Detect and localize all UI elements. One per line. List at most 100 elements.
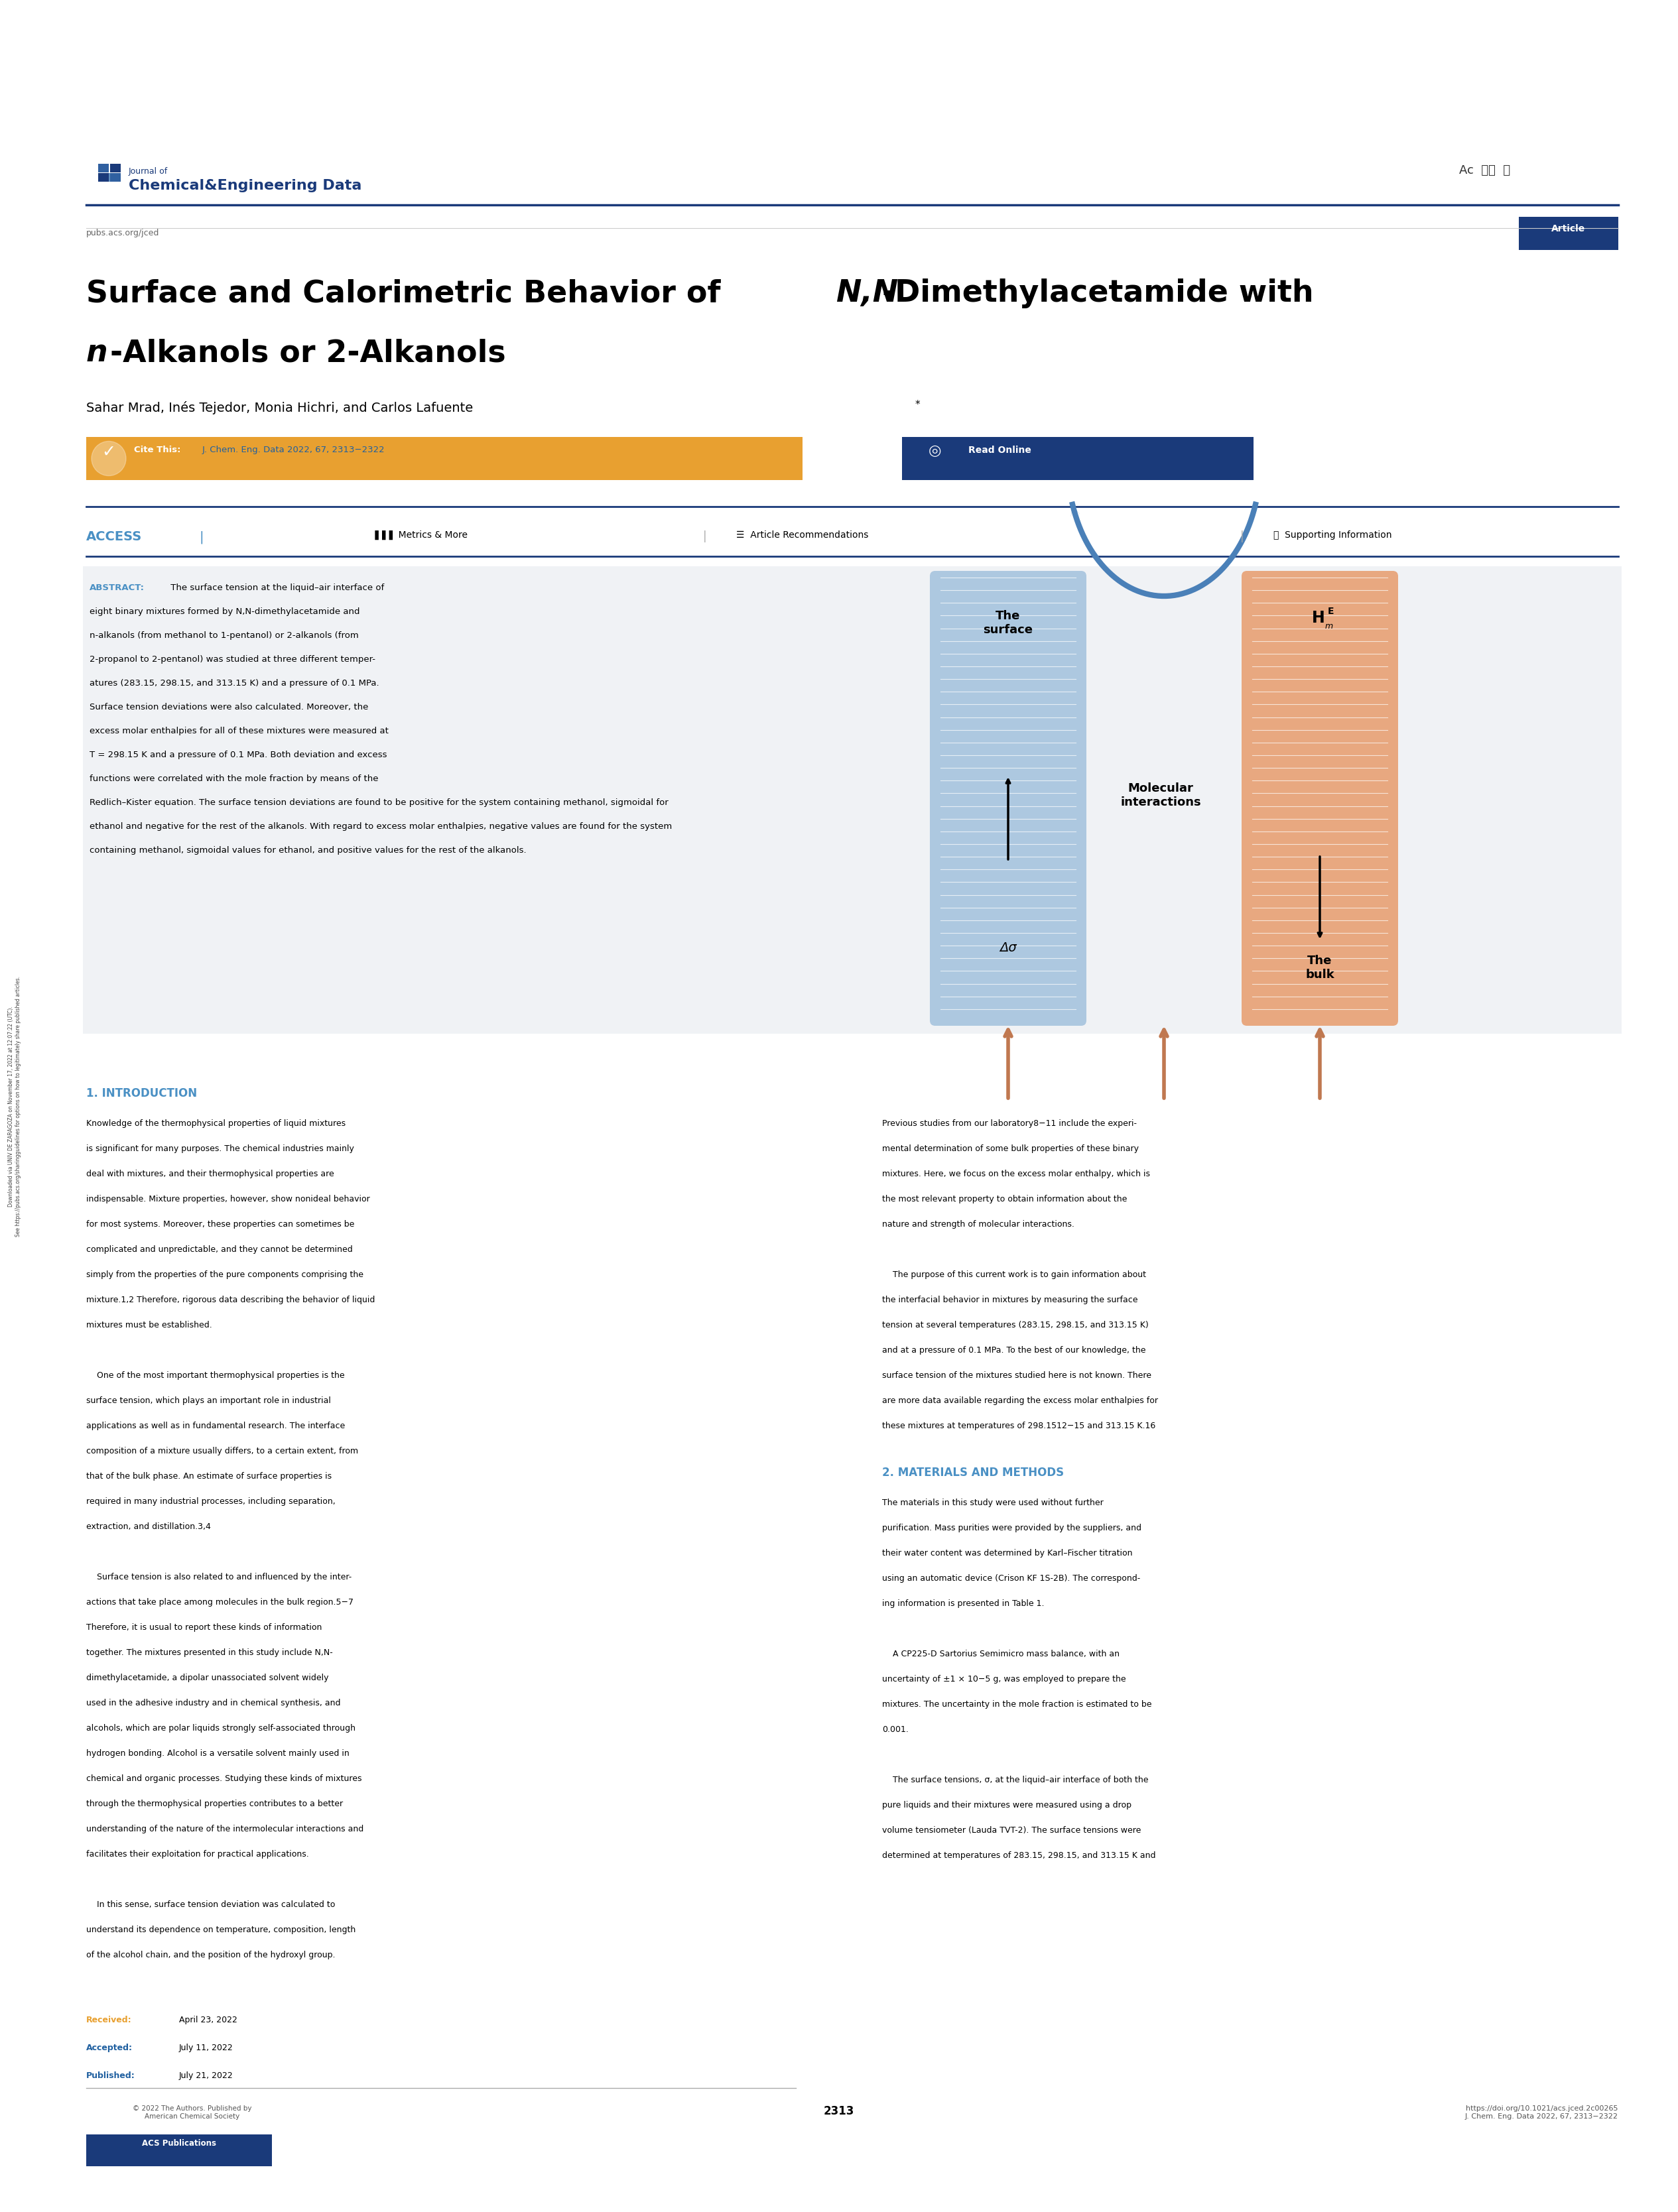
Text: H: H (1312, 611, 1326, 626)
FancyBboxPatch shape (111, 164, 121, 173)
Text: uncertainty of ±1 × 10−5 g, was employed to prepare the: uncertainty of ±1 × 10−5 g, was employed… (883, 1674, 1126, 1683)
Text: n-alkanols (from methanol to 1-pentanol) or 2-alkanols (from: n-alkanols (from methanol to 1-pentanol)… (89, 630, 359, 639)
Text: Therefore, it is usual to report these kinds of information: Therefore, it is usual to report these k… (86, 1624, 322, 1630)
Text: ing information is presented in Table 1.: ing information is presented in Table 1. (883, 1599, 1044, 1608)
Text: indispensable. Mixture properties, however, show nonideal behavior: indispensable. Mixture properties, howev… (86, 1194, 369, 1203)
Text: Previous studies from our laboratory8−11 include the experi-: Previous studies from our laboratory8−11… (883, 1119, 1136, 1128)
Text: alcohols, which are polar liquids strongly self-associated through: alcohols, which are polar liquids strong… (86, 1723, 356, 1732)
Text: Knowledge of the thermophysical properties of liquid mixtures: Knowledge of the thermophysical properti… (86, 1119, 346, 1128)
Text: understanding of the nature of the intermolecular interactions and: understanding of the nature of the inter… (86, 1825, 364, 1834)
Text: © 2022 The Authors. Published by
American Chemical Society: © 2022 The Authors. Published by America… (133, 2104, 252, 2119)
Text: composition of a mixture usually differs, to a certain extent, from: composition of a mixture usually differs… (86, 1447, 357, 1455)
Text: atures (283.15, 298.15, and 313.15 K) and a pressure of 0.1 MPa.: atures (283.15, 298.15, and 313.15 K) an… (89, 679, 379, 688)
Text: -Dimethylacetamide with: -Dimethylacetamide with (883, 279, 1314, 307)
Text: In this sense, surface tension deviation was calculated to: In this sense, surface tension deviation… (86, 1900, 336, 1909)
Text: functions were correlated with the mole fraction by means of the: functions were correlated with the mole … (89, 774, 378, 783)
Text: used in the adhesive industry and in chemical synthesis, and: used in the adhesive industry and in che… (86, 1699, 341, 1708)
Text: Surface tension deviations were also calculated. Moreover, the: Surface tension deviations were also cal… (89, 703, 369, 712)
Text: that of the bulk phase. An estimate of surface properties is: that of the bulk phase. An estimate of s… (86, 1471, 332, 1480)
Text: chemical and organic processes. Studying these kinds of mixtures: chemical and organic processes. Studying… (86, 1774, 362, 1783)
Text: ✓: ✓ (102, 445, 116, 460)
FancyBboxPatch shape (1242, 571, 1398, 1026)
Text: containing methanol, sigmoidal values for ethanol, and positive values for the r: containing methanol, sigmoidal values fo… (89, 845, 527, 854)
Text: Surface and Calorimetric Behavior of: Surface and Calorimetric Behavior of (86, 279, 732, 307)
Text: Read Online: Read Online (968, 445, 1032, 456)
Text: of the alcohol chain, and the position of the hydroxyl group.: of the alcohol chain, and the position o… (86, 1951, 336, 1960)
FancyBboxPatch shape (86, 438, 802, 480)
Text: ACCESS: ACCESS (86, 531, 143, 542)
Text: Downloaded via UNIV DE ZARAGOZA on November 17, 2022 at 12:07:22 (UTC).
See http: Downloaded via UNIV DE ZARAGOZA on Novem… (8, 975, 22, 1237)
Text: mixtures. The uncertainty in the mole fraction is estimated to be: mixtures. The uncertainty in the mole fr… (883, 1699, 1151, 1708)
FancyBboxPatch shape (86, 2135, 272, 2166)
Text: E: E (1327, 606, 1334, 615)
Text: their water content was determined by Karl–Fischer titration: their water content was determined by Ka… (883, 1548, 1133, 1557)
Text: surface tension of the mixtures studied here is not known. There: surface tension of the mixtures studied … (883, 1371, 1151, 1380)
Text: |: | (200, 531, 203, 544)
Text: required in many industrial processes, including separation,: required in many industrial processes, i… (86, 1498, 336, 1506)
Text: T = 298.15 K and a pressure of 0.1 MPa. Both deviation and excess: T = 298.15 K and a pressure of 0.1 MPa. … (89, 750, 388, 759)
Text: for most systems. Moreover, these properties can sometimes be: for most systems. Moreover, these proper… (86, 1219, 354, 1228)
FancyBboxPatch shape (930, 571, 1086, 1026)
Text: and at a pressure of 0.1 MPa. To the best of our knowledge, the: and at a pressure of 0.1 MPa. To the bes… (883, 1345, 1146, 1354)
Text: Surface tension is also related to and influenced by the inter-: Surface tension is also related to and i… (86, 1573, 352, 1582)
Text: The surface tension at the liquid–air interface of: The surface tension at the liquid–air in… (168, 584, 384, 593)
Text: The purpose of this current work is to gain information about: The purpose of this current work is to g… (883, 1270, 1146, 1279)
Text: using an automatic device (Crison KF 1S-2B). The correspond-: using an automatic device (Crison KF 1S-… (883, 1573, 1141, 1582)
Text: ☰  Article Recommendations: ☰ Article Recommendations (737, 531, 869, 540)
Text: 2. MATERIALS AND METHODS: 2. MATERIALS AND METHODS (883, 1467, 1064, 1478)
Text: April 23, 2022: April 23, 2022 (180, 2015, 237, 2024)
Text: actions that take place among molecules in the bulk region.5−7: actions that take place among molecules … (86, 1597, 354, 1606)
Text: extraction, and distillation.3,4: extraction, and distillation.3,4 (86, 1522, 211, 1531)
Text: through the thermophysical properties contributes to a better: through the thermophysical properties co… (86, 1798, 342, 1807)
Text: is significant for many purposes. The chemical industries mainly: is significant for many purposes. The ch… (86, 1144, 354, 1152)
Text: understand its dependence on temperature, composition, length: understand its dependence on temperature… (86, 1924, 356, 1933)
Text: July 21, 2022: July 21, 2022 (180, 2070, 233, 2079)
Text: Article: Article (1552, 223, 1586, 232)
Text: 2-propanol to 2-pentanol) was studied at three different temper-: 2-propanol to 2-pentanol) was studied at… (89, 655, 376, 664)
Text: ethanol and negative for the rest of the alkanols. With regard to excess molar e: ethanol and negative for the rest of the… (89, 823, 671, 830)
Text: One of the most important thermophysical properties is the: One of the most important thermophysical… (86, 1371, 344, 1380)
Text: *: * (915, 400, 920, 409)
Text: mental determination of some bulk properties of these binary: mental determination of some bulk proper… (883, 1144, 1139, 1152)
Text: N,N: N,N (836, 279, 898, 307)
Text: -Alkanols or 2-Alkanols: -Alkanols or 2-Alkanols (111, 338, 505, 367)
Text: The
surface: The surface (983, 611, 1034, 635)
Text: tension at several temperatures (283.15, 298.15, and 313.15 K): tension at several temperatures (283.15,… (883, 1321, 1148, 1329)
Text: Journal of: Journal of (129, 168, 168, 175)
Text: are more data available regarding the excess molar enthalpies for: are more data available regarding the ex… (883, 1396, 1158, 1405)
Text: July 11, 2022: July 11, 2022 (180, 2044, 233, 2051)
Text: the most relevant property to obtain information about the: the most relevant property to obtain inf… (883, 1194, 1128, 1203)
Text: volume tensiometer (Lauda TVT-2). The surface tensions were: volume tensiometer (Lauda TVT-2). The su… (883, 1825, 1141, 1834)
Text: determined at temperatures of 283.15, 298.15, and 313.15 K and: determined at temperatures of 283.15, 29… (883, 1851, 1156, 1860)
FancyBboxPatch shape (97, 175, 109, 181)
FancyBboxPatch shape (1519, 217, 1618, 250)
Text: pure liquids and their mixtures were measured using a drop: pure liquids and their mixtures were mea… (883, 1801, 1131, 1809)
Text: Redlich–Kister equation. The surface tension deviations are found to be positive: Redlich–Kister equation. The surface ten… (89, 799, 668, 807)
Circle shape (92, 442, 126, 476)
Text: Ac  ⒸⒸ  ⓘ: Ac ⒸⒸ ⓘ (1460, 164, 1510, 177)
Text: ACS Publications: ACS Publications (143, 2139, 216, 2148)
Text: The surface tensions, σ, at the liquid–air interface of both the: The surface tensions, σ, at the liquid–a… (883, 1776, 1148, 1783)
Text: mixture.1,2 Therefore, rigorous data describing the behavior of liquid: mixture.1,2 Therefore, rigorous data des… (86, 1296, 374, 1303)
Text: hydrogen bonding. Alcohol is a versatile solvent mainly used in: hydrogen bonding. Alcohol is a versatile… (86, 1750, 349, 1756)
Text: ABSTRACT:: ABSTRACT: (89, 584, 144, 593)
FancyBboxPatch shape (104, 175, 114, 181)
Text: nature and strength of molecular interactions.: nature and strength of molecular interac… (883, 1219, 1074, 1228)
Text: The materials in this study were used without further: The materials in this study were used wi… (883, 1498, 1104, 1506)
Text: together. The mixtures presented in this study include N,N-: together. The mixtures presented in this… (86, 1648, 332, 1657)
Text: Molecular
interactions: Molecular interactions (1121, 783, 1201, 807)
Text: Ⓢ  Supporting Information: Ⓢ Supporting Information (1274, 531, 1391, 540)
Text: Published:: Published: (86, 2070, 136, 2079)
Text: n: n (86, 338, 107, 367)
Text: simply from the properties of the pure components comprising the: simply from the properties of the pure c… (86, 1270, 364, 1279)
Text: facilitates their exploitation for practical applications.: facilitates their exploitation for pract… (86, 1849, 309, 1858)
Text: applications as well as in fundamental research. The interface: applications as well as in fundamental r… (86, 1420, 346, 1429)
Text: 1. INTRODUCTION: 1. INTRODUCTION (86, 1086, 196, 1099)
Text: mixtures must be established.: mixtures must be established. (86, 1321, 211, 1329)
Text: Sahar Mrad, Inés Tejedor, Monia Hichri, and Carlos Lafuente: Sahar Mrad, Inés Tejedor, Monia Hichri, … (86, 400, 473, 414)
FancyBboxPatch shape (97, 164, 109, 173)
Text: The
bulk: The bulk (1305, 956, 1334, 980)
Text: J. Chem. Eng. Data 2022, 67, 2313−2322: J. Chem. Eng. Data 2022, 67, 2313−2322 (203, 445, 384, 453)
FancyBboxPatch shape (111, 175, 121, 181)
FancyBboxPatch shape (82, 566, 1621, 1033)
